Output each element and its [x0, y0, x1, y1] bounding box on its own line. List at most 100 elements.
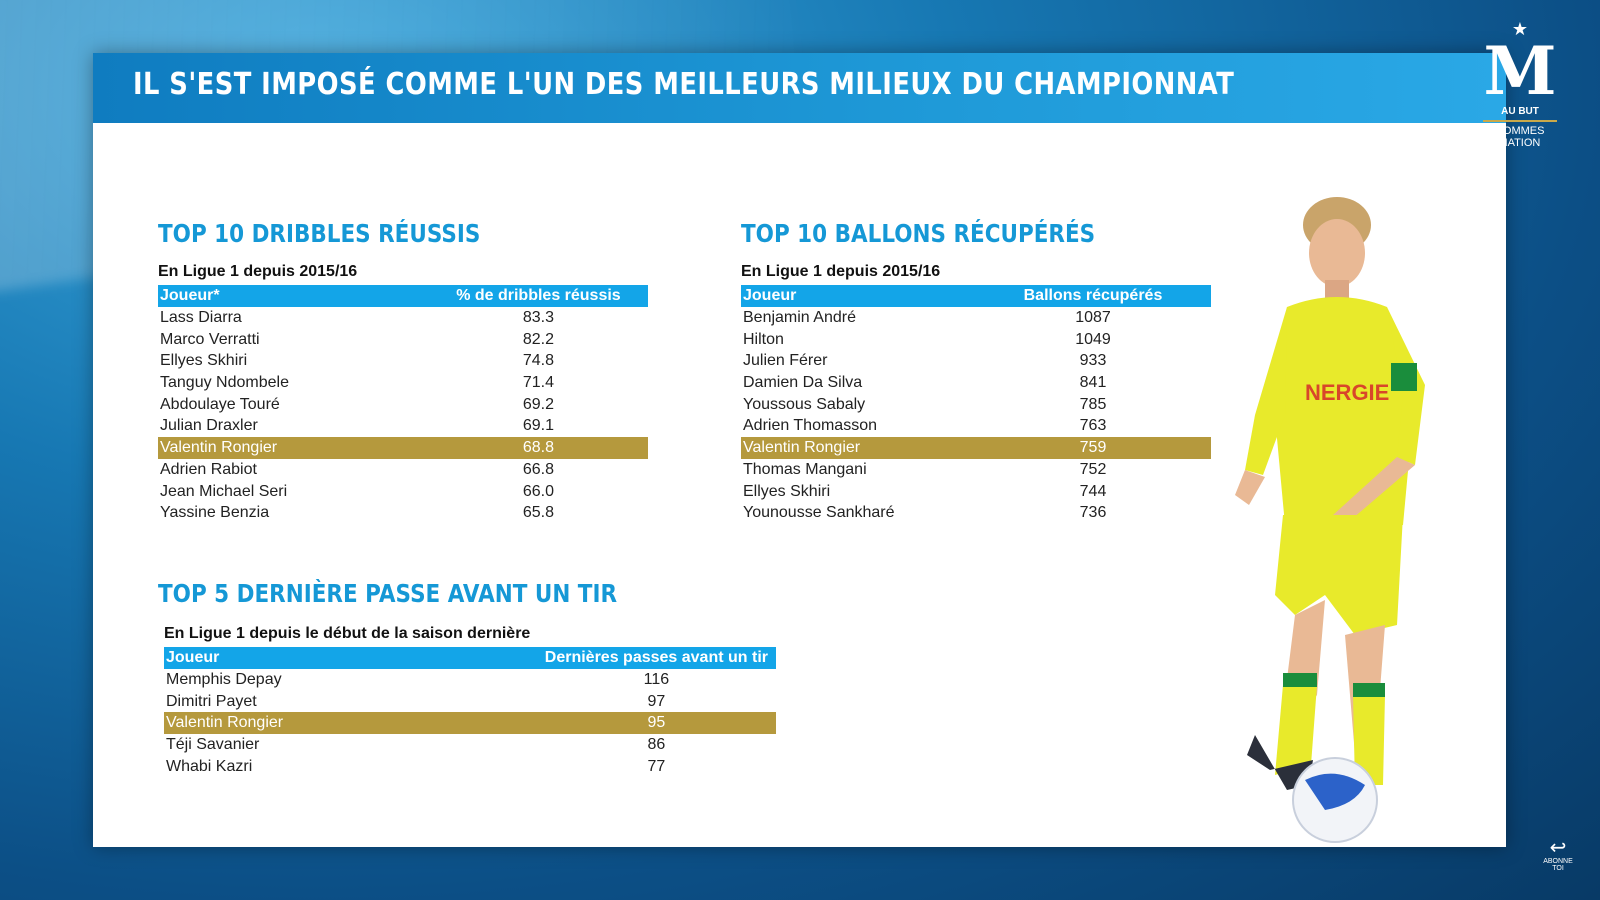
table-row: Hilton 1049: [741, 329, 1211, 351]
captain-armband: [1391, 363, 1417, 391]
stat-value-cell: 736: [1079, 504, 1107, 522]
player-name-cell: Younousse Sankharé: [743, 504, 895, 522]
stat-value-cell: 759: [1079, 439, 1107, 457]
player-boot: [1247, 735, 1313, 790]
player-name-cell: Thomas Mangani: [743, 460, 867, 478]
dribbles-table: Joueur* % de dribbles réussis Lass Diarra 8…: [158, 285, 648, 524]
ballons-table: Joueur Ballons récupérés Benjamin André 108…: [741, 285, 1211, 524]
player-name-cell: Valentin Rongier: [743, 439, 861, 457]
stat-value-cell: 744: [1079, 482, 1107, 500]
column-header: Joueur: [743, 287, 797, 304]
passes-section-title: TOP 5 DERNIÈRE PASSE AVANT UN TIR: [158, 579, 618, 608]
passes-subtitle: En Ligue 1 depuis le début de la saison …: [164, 625, 531, 642]
logo-tagline-3: NATION: [1499, 137, 1541, 149]
table-row: Youssous Sabaly 785: [741, 394, 1211, 416]
player-shorts: [1275, 515, 1403, 635]
table-row: Adrien Thomasson 763: [741, 415, 1211, 437]
table-row: Ellyes Skhiri 74.8: [158, 350, 648, 372]
stat-value-cell: 1049: [1075, 330, 1111, 348]
table-row: Yassine Benzia 65.8: [158, 502, 648, 524]
table-row: Téji Savanier 86: [164, 734, 776, 756]
stat-value-cell: 785: [1079, 395, 1107, 413]
stat-value-cell: 83.3: [522, 309, 555, 326]
player-name-cell: Ellyes Skhiri: [743, 482, 831, 500]
dribbles-table-header: Joueur* % de dribbles réussis: [158, 285, 648, 307]
table-row: Thomas Mangani 752: [741, 459, 1211, 481]
player-name-cell: Valentin Rongier: [160, 439, 278, 457]
logo-tagline-1: AU BUT: [1501, 106, 1539, 117]
svg-text:NERGIE: NERGIE: [1305, 380, 1389, 405]
player-name-cell: Jean Michael Seri: [160, 482, 288, 500]
player-name-cell: Youssous Sabaly: [743, 395, 866, 413]
table-row: Younousse Sankharé 736: [741, 502, 1211, 524]
stat-value-cell: 68.8: [522, 439, 555, 457]
club-logo: ★ M AU BUT SOMMES NATION: [1465, 20, 1575, 170]
player-name-cell: Tanguy Ndombele: [160, 374, 289, 392]
table-row: Abdoulaye Touré 69.2: [158, 394, 648, 416]
player-name-cell: Benjamin André: [743, 309, 856, 326]
stat-value-cell: 66.8: [522, 460, 555, 478]
table-row: Benjamin André 1087: [741, 307, 1211, 329]
player-name-cell: Téji Savanier: [166, 736, 260, 754]
ballons-section-title: TOP 10 BALLONS RÉCUPÉRÉS: [741, 219, 1096, 248]
stat-value-cell: 95: [647, 714, 666, 732]
table-row: Julien Férer 933: [741, 350, 1211, 372]
star-icon: ★: [1511, 19, 1529, 39]
stat-value-cell: 752: [1079, 460, 1107, 478]
stat-value-cell: 74.8: [522, 352, 555, 370]
player-name-cell: Marco Verratti: [160, 330, 260, 348]
stat-value-cell: 77: [647, 757, 666, 775]
subscribe-button[interactable]: ↩ ABONNE TOI: [1538, 838, 1578, 874]
stat-value-cell: 69.2: [522, 395, 555, 413]
stat-value-cell: 66.0: [522, 482, 555, 500]
table-row: Whabi Kazri 77: [164, 756, 776, 778]
stat-value-cell: 97: [647, 692, 666, 710]
stat-value-cell: 841: [1079, 374, 1107, 392]
slide-title: IL S'EST IMPOSÉ COMME L'UN DES MEILLEURS…: [133, 67, 1235, 102]
dribbles-subtitle: En Ligue 1 depuis 2015/16: [158, 263, 358, 280]
table-row: Tanguy Ndombele 71.4: [158, 372, 648, 394]
stat-value-cell: 65.8: [522, 504, 555, 522]
ballons-subtitle: En Ligue 1 depuis 2015/16: [741, 263, 941, 280]
player-photo: NERGIE: [1235, 197, 1425, 843]
logo-tagline-2: SOMMES: [1495, 125, 1545, 137]
player-name-cell: Damien Da Silva: [743, 374, 863, 392]
column-header: Ballons récupérés: [1023, 287, 1163, 304]
table-row: Dimitri Payet 97: [164, 691, 776, 713]
player-name-cell: Memphis Depay: [166, 671, 282, 688]
stat-value-cell: 1087: [1075, 309, 1111, 326]
player-jersey: [1273, 297, 1415, 525]
column-header: Joueur: [166, 649, 220, 666]
highlighted-table-row: Valentin Rongier 95: [164, 712, 776, 735]
player-name-cell: Abdoulaye Touré: [160, 395, 280, 413]
player-name-cell: Adrien Thomasson: [743, 417, 877, 435]
column-header: Joueur*: [160, 287, 220, 304]
stat-value-cell: 82.2: [522, 330, 555, 348]
table-row: Damien Da Silva 841: [741, 372, 1211, 394]
stat-value-cell: 763: [1079, 417, 1107, 435]
player-name-cell: Julien Férer: [743, 352, 828, 370]
table-row: Adrien Rabiot 66.8: [158, 459, 648, 481]
stat-value-cell: 86: [647, 736, 666, 754]
table-row: Lass Diarra 83.3: [158, 307, 648, 329]
passes-table-header: Joueur Dernières passes avant un tir: [164, 647, 776, 669]
table-row: Julian Draxler 69.1: [158, 415, 648, 437]
table-row: Ellyes Skhiri 744: [741, 481, 1211, 503]
player-name-cell: Whabi Kazri: [166, 757, 253, 775]
column-header: Dernières passes avant un tir: [544, 649, 768, 666]
passes-table: Joueur Dernières passes avant un tir Memph…: [164, 647, 776, 777]
player-face: [1309, 219, 1365, 287]
subscribe-label: ABONNE TOI: [1543, 858, 1573, 872]
ballons-table-header: Joueur Ballons récupérés: [741, 285, 1211, 307]
player-name-cell: Yassine Benzia: [160, 504, 270, 522]
highlighted-table-row: Valentin Rongier 759: [741, 437, 1211, 459]
player-name-cell: Adrien Rabiot: [160, 460, 257, 478]
stat-value-cell: 71.4: [522, 374, 555, 392]
stat-value-cell: 116: [643, 671, 670, 688]
table-row: Jean Michael Seri 66.0: [158, 481, 648, 503]
player-name-cell: Julian Draxler: [160, 417, 258, 435]
player-name-cell: Hilton: [743, 330, 784, 348]
dribbles-section-title: TOP 10 DRIBBLES RÉUSSIS: [158, 219, 481, 248]
player-name-cell: Ellyes Skhiri: [160, 352, 248, 370]
om-logo-icon: M: [1483, 32, 1557, 110]
